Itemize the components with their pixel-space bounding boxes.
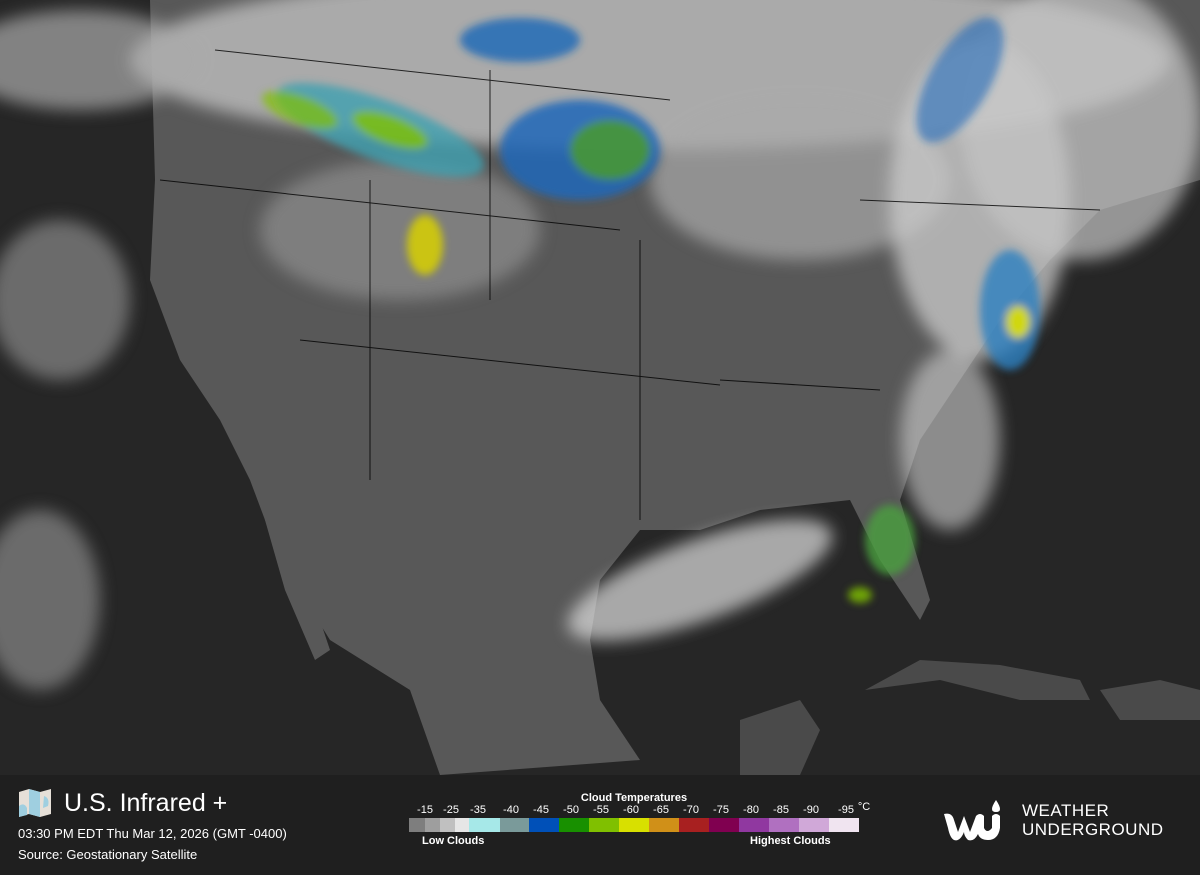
legend-swatch: [589, 818, 619, 832]
legend-color-bar: [409, 818, 859, 832]
satellite-map[interactable]: [0, 0, 1200, 775]
legend-tick-label: -25: [443, 804, 459, 816]
legend-tick-label: -95: [838, 804, 854, 816]
legend-tick-label: -85: [773, 804, 789, 816]
legend-high-label: Highest Clouds: [750, 835, 831, 847]
weather-underground-logo[interactable]: WEATHER UNDERGROUND: [940, 798, 1164, 842]
info-footer: U.S. Infrared + 03:30 PM EDT Thu Mar 12,…: [0, 775, 1200, 875]
legend-tick-label: -80: [743, 804, 759, 816]
legend-swatch: [469, 818, 500, 832]
cuba: [865, 660, 1090, 700]
map-title: U.S. Infrared +: [64, 788, 228, 817]
legend-tick-label: -50: [563, 804, 579, 816]
legend-tick-label: -40: [503, 804, 519, 816]
legend-tick-label: -55: [593, 804, 609, 816]
legend-swatch: [649, 818, 679, 832]
legend-ticks: -15 -25 -35 -40 -45 -50 -55 -60 -65 -70 -75 -80 -85 -…: [409, 801, 870, 818]
cold-cloud-tops: [262, 17, 1040, 603]
legend-swatch: [799, 818, 829, 832]
legend-swatch: [425, 818, 440, 832]
legend-swatch: [829, 818, 859, 832]
legend-title: Cloud Temperatures: [580, 792, 688, 804]
legend-swatch: [709, 818, 739, 832]
state-borders: [159, 49, 1101, 520]
legend-swatch: [409, 818, 425, 832]
legend-unit: °C: [857, 801, 871, 813]
legend-tick-label: -70: [683, 804, 699, 816]
legend-swatch: [679, 818, 709, 832]
legend-tick-label: -90: [803, 804, 819, 816]
legend-swatch: [769, 818, 799, 832]
legend-tick-label: -15: [417, 804, 433, 816]
legend-low-label: Low Clouds: [422, 835, 485, 847]
logo-text-weather: WEATHER: [1022, 801, 1110, 820]
legend-tick-label: -75: [713, 804, 729, 816]
cloud-temperature-legend: Cloud Temperatures -15 -25 -35 -40 -45 -50 -55…: [409, 792, 870, 847]
legend-swatch: [440, 818, 455, 832]
wu-logo-icon: [944, 800, 1000, 841]
legend-swatch: [529, 818, 559, 832]
legend-swatch: [455, 818, 469, 832]
baja-california: [255, 455, 330, 660]
data-source: Source: Geostationary Satellite: [18, 847, 198, 862]
legend-swatch: [559, 818, 589, 832]
legend-tick-label: -60: [623, 804, 639, 816]
timestamp: 03:30 PM EDT Thu Mar 12, 2026 (GMT -0400…: [18, 826, 287, 841]
legend-swatch: [500, 818, 529, 832]
yucatan: [740, 700, 820, 775]
map-icon: [19, 789, 51, 817]
legend-tick-label: -65: [653, 804, 669, 816]
legend-swatch: [619, 818, 649, 832]
logo-text-underground: UNDERGROUND: [1022, 820, 1164, 839]
legend-swatch: [739, 818, 769, 832]
legend-tick-label: -45: [533, 804, 549, 816]
cloud-cover: [0, 0, 1200, 690]
legend-tick-label: -35: [470, 804, 486, 816]
hispaniola: [1100, 680, 1200, 720]
